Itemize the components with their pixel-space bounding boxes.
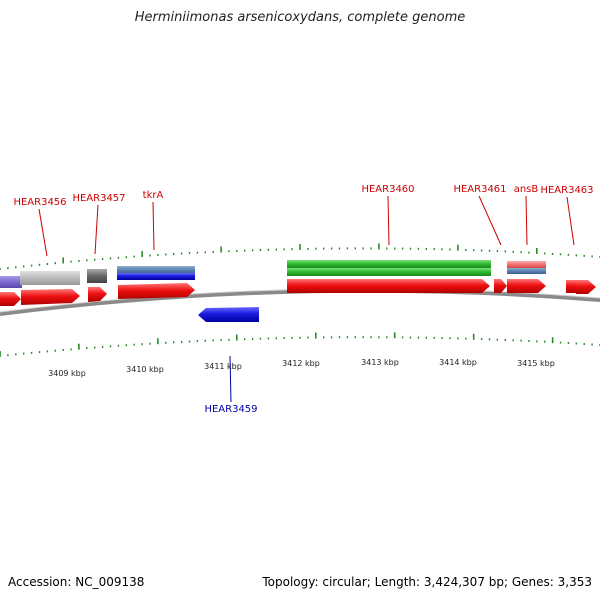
cds-arrow-hear3459 — [198, 307, 259, 322]
feature-green-upper — [287, 260, 491, 268]
lower-tick-ring — [0, 332, 600, 357]
genome-summary-text: Topology: circular; Length: 3,424,307 bp… — [262, 575, 592, 589]
gene-label-hear3463[interactable]: HEAR3463 — [540, 185, 593, 196]
upper-tick-ring — [0, 243, 600, 270]
gene-leader-lines — [38, 195, 575, 257]
gene-label-hear3456[interactable]: HEAR3456 — [13, 197, 66, 208]
genome-title: Herminiimonas arsenicoxydans, complete g… — [134, 10, 466, 25]
feature-green-lower — [287, 268, 491, 276]
scale-label-3409: 3409 kbp — [48, 369, 86, 378]
gene-label-hear3460[interactable]: HEAR3460 — [361, 184, 414, 195]
cds-arrow-hear3463 — [566, 280, 576, 293]
scale-labels: 3409 kbp 3410 kbp 3411 kbp 3412 kbp 3413… — [48, 358, 555, 378]
accession-text: Accession: NC_009138 — [8, 575, 145, 589]
scale-label-3413: 3413 kbp — [361, 358, 399, 367]
gene-label-hear3457[interactable]: HEAR3457 — [72, 193, 125, 204]
cds-arrow-hear3456 — [21, 289, 80, 305]
scale-label-3411: 3411 kbp — [204, 362, 242, 371]
cds-arrow-left-partial — [0, 292, 21, 306]
gene-leader-hear3459 — [229, 355, 232, 403]
feature-gray — [87, 269, 107, 283]
scale-label-3414: 3414 kbp — [439, 358, 477, 367]
cds-arrow-hear3457 — [88, 287, 107, 302]
scale-label-3410: 3410 kbp — [126, 365, 164, 374]
cds-arrow-right-partial — [576, 280, 596, 294]
feature-pink — [507, 261, 546, 268]
gene-label-ansb[interactable]: ansB — [514, 184, 539, 195]
feature-purple — [0, 276, 22, 288]
cds-arrow-hear3460 — [287, 279, 490, 293]
gene-label-tkra[interactable]: tkrA — [143, 190, 164, 201]
cds-arrow-tkra — [118, 283, 195, 299]
feature-steel-small — [507, 268, 546, 274]
cds-arrow-ansb — [507, 279, 546, 293]
scale-label-3412: 3412 kbp — [282, 359, 320, 368]
gene-label-hear3459[interactable]: HEAR3459 — [204, 404, 257, 415]
feature-blue-strip — [117, 273, 195, 280]
cds-arrow-hear3461 — [494, 279, 507, 293]
gene-label-hear3461[interactable]: HEAR3461 — [453, 184, 506, 195]
feature-lightgray — [20, 271, 80, 285]
scale-label-3415: 3415 kbp — [517, 359, 555, 368]
feature-steel — [117, 266, 195, 274]
